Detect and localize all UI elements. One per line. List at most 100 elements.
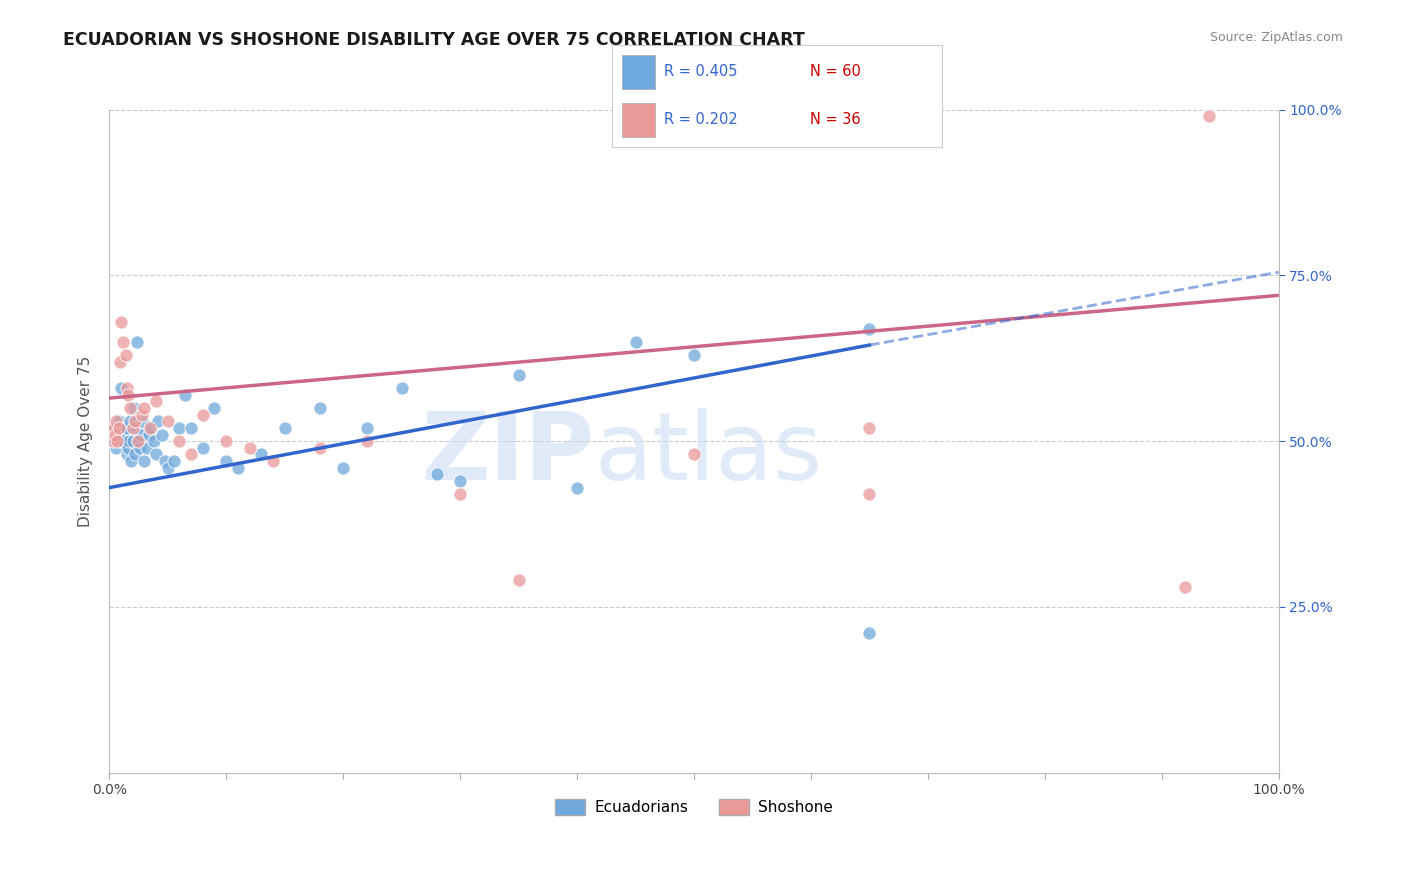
Point xyxy=(111,434,134,449)
Point xyxy=(101,434,124,449)
Point xyxy=(508,368,530,382)
Point xyxy=(124,414,146,428)
Point xyxy=(449,474,471,488)
Point xyxy=(114,427,136,442)
Point xyxy=(308,441,330,455)
Point xyxy=(145,448,167,462)
Point xyxy=(273,421,295,435)
Point xyxy=(308,401,330,415)
Point xyxy=(858,626,880,640)
Bar xyxy=(621,55,655,88)
Point xyxy=(142,434,165,449)
Point xyxy=(108,434,131,449)
Point xyxy=(191,408,214,422)
Point xyxy=(134,401,156,415)
Point xyxy=(858,321,880,335)
Point xyxy=(145,394,167,409)
Point xyxy=(508,574,530,588)
Point xyxy=(624,334,647,349)
Point xyxy=(107,414,129,428)
Point xyxy=(124,448,146,462)
Point xyxy=(117,441,139,455)
Point xyxy=(356,421,378,435)
Text: ECUADORIAN VS SHOSHONE DISABILITY AGE OVER 75 CORRELATION CHART: ECUADORIAN VS SHOSHONE DISABILITY AGE OV… xyxy=(63,31,806,49)
Point xyxy=(121,454,143,468)
Bar xyxy=(621,103,655,137)
Point xyxy=(150,427,173,442)
Point xyxy=(858,421,880,435)
Point xyxy=(107,427,129,442)
Point xyxy=(683,348,706,362)
Point xyxy=(180,421,202,435)
Point xyxy=(103,421,125,435)
Point xyxy=(105,414,128,428)
Y-axis label: Disability Age Over 75: Disability Age Over 75 xyxy=(79,356,93,527)
Point xyxy=(174,388,197,402)
Legend: Ecuadorians, Shoshone: Ecuadorians, Shoshone xyxy=(548,793,839,822)
Point xyxy=(239,441,262,455)
Point xyxy=(162,454,184,468)
Point xyxy=(117,388,139,402)
Point xyxy=(131,408,153,422)
Point xyxy=(128,441,150,455)
Point xyxy=(110,315,132,329)
Point xyxy=(107,421,129,435)
Point xyxy=(107,434,129,449)
Point xyxy=(112,334,135,349)
Point xyxy=(110,381,132,395)
Text: Source: ZipAtlas.com: Source: ZipAtlas.com xyxy=(1209,31,1343,45)
Point xyxy=(332,460,354,475)
Point xyxy=(127,434,149,449)
Point xyxy=(108,354,131,368)
Point xyxy=(135,441,157,455)
Point xyxy=(127,434,149,449)
Point xyxy=(683,448,706,462)
Point xyxy=(215,434,238,449)
Text: N = 60: N = 60 xyxy=(810,64,860,79)
Point xyxy=(125,421,148,435)
Point xyxy=(115,448,138,462)
Point xyxy=(169,421,191,435)
Point xyxy=(204,401,226,415)
Point xyxy=(114,348,136,362)
Point xyxy=(169,434,191,449)
Text: atlas: atlas xyxy=(595,409,823,500)
Point xyxy=(104,434,127,449)
Point xyxy=(155,454,177,468)
Point xyxy=(120,401,142,415)
Point xyxy=(115,381,138,395)
Point xyxy=(104,427,127,442)
Point xyxy=(565,481,588,495)
Point xyxy=(127,334,149,349)
Point xyxy=(121,434,143,449)
Point xyxy=(449,487,471,501)
Point xyxy=(858,487,880,501)
Point xyxy=(114,421,136,435)
Point xyxy=(1174,580,1197,594)
Point xyxy=(103,434,125,449)
Point xyxy=(191,441,214,455)
Point xyxy=(139,421,162,435)
Point xyxy=(104,421,127,435)
Text: ZIP: ZIP xyxy=(422,409,595,500)
Point xyxy=(129,427,152,442)
Point xyxy=(215,454,238,468)
Point xyxy=(156,414,179,428)
Text: N = 36: N = 36 xyxy=(810,112,860,128)
Point xyxy=(112,434,135,449)
Point xyxy=(138,427,160,442)
Point xyxy=(115,421,138,435)
Point xyxy=(131,414,153,428)
Point xyxy=(118,434,141,449)
Point xyxy=(262,454,284,468)
Point xyxy=(391,381,413,395)
Point xyxy=(156,460,179,475)
Point xyxy=(148,414,170,428)
Point xyxy=(121,421,143,435)
Point xyxy=(141,421,163,435)
Point xyxy=(356,434,378,449)
Text: R = 0.405: R = 0.405 xyxy=(665,64,738,79)
Point xyxy=(1198,109,1220,123)
Point xyxy=(226,460,249,475)
Text: R = 0.202: R = 0.202 xyxy=(665,112,738,128)
